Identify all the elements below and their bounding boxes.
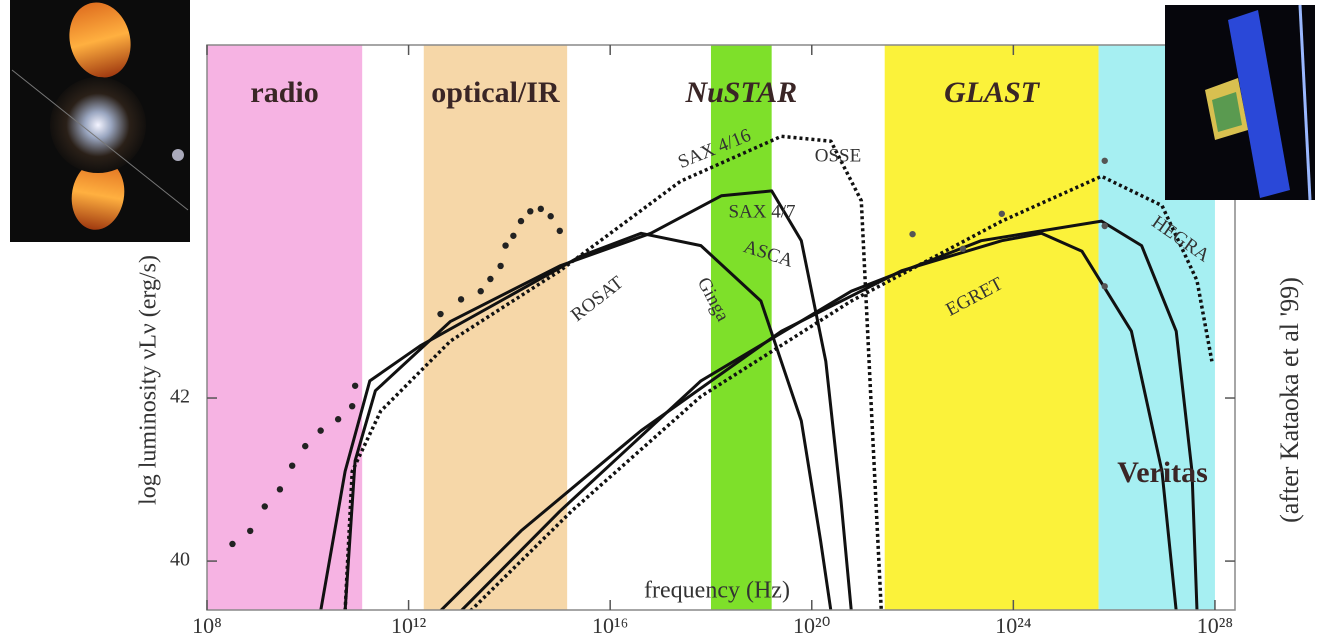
band	[207, 45, 362, 610]
x-axis-label: frequency (Hz)	[644, 578, 790, 604]
x-tick-label: 10²⁸	[1197, 613, 1233, 638]
credit: (after Kataoka et al '99)	[1275, 277, 1304, 523]
y-tick-label: 40	[170, 549, 190, 571]
band	[885, 45, 1099, 610]
data-point	[502, 242, 508, 248]
instrument-label: OSSE	[815, 145, 861, 166]
band-label: GLAST	[944, 76, 1041, 109]
data-point	[335, 416, 341, 422]
data-point	[247, 528, 253, 534]
x-tick-label: 10¹⁶	[592, 613, 628, 638]
data-point	[302, 443, 308, 449]
data-point	[547, 213, 553, 219]
data-point	[1102, 223, 1108, 229]
band-label: radio	[250, 76, 318, 109]
x-tick-label: 10⁸	[192, 613, 222, 638]
galaxy-image	[10, 0, 190, 242]
data-point	[478, 288, 484, 294]
data-point	[229, 541, 235, 547]
y-axis-label: log luminosity νLν (erg/s)	[136, 255, 162, 505]
data-point	[487, 276, 493, 282]
chart: 40 42 10⁸ 10¹² 10¹⁶ 10²⁰ 10²⁴ 10²⁸ radio optical…	[0, 0, 1322, 640]
data-point	[317, 427, 323, 433]
band-label: NuSTAR	[684, 76, 797, 109]
data-point	[458, 296, 464, 302]
x-tick-label: 10²⁰	[793, 613, 831, 638]
x-tick-label: 10¹²	[391, 613, 427, 638]
data-point	[518, 218, 524, 224]
y-tick-label: 42	[170, 386, 190, 408]
satellite-image	[1165, 5, 1315, 200]
data-point	[510, 233, 516, 239]
data-point	[1102, 283, 1108, 289]
data-point	[497, 263, 503, 269]
data-point	[352, 383, 358, 389]
data-point	[999, 211, 1005, 217]
instrument-label: ROSAT	[567, 272, 628, 326]
band-label: optical/IR	[431, 76, 560, 109]
data-point	[909, 231, 915, 237]
data-point	[557, 228, 563, 234]
data-point	[527, 208, 533, 214]
data-point	[277, 486, 283, 492]
bands	[207, 45, 1215, 610]
band-label: Veritas	[1117, 456, 1208, 489]
data-point	[289, 462, 295, 468]
data-point	[960, 246, 966, 252]
instrument-label: SAX 4/7	[728, 201, 795, 222]
data-point	[349, 403, 355, 409]
data-point	[437, 311, 443, 317]
data-point	[1102, 158, 1108, 164]
x-tick-label: 10²⁴	[995, 613, 1032, 638]
data-point	[262, 503, 268, 509]
data-point	[538, 206, 544, 212]
